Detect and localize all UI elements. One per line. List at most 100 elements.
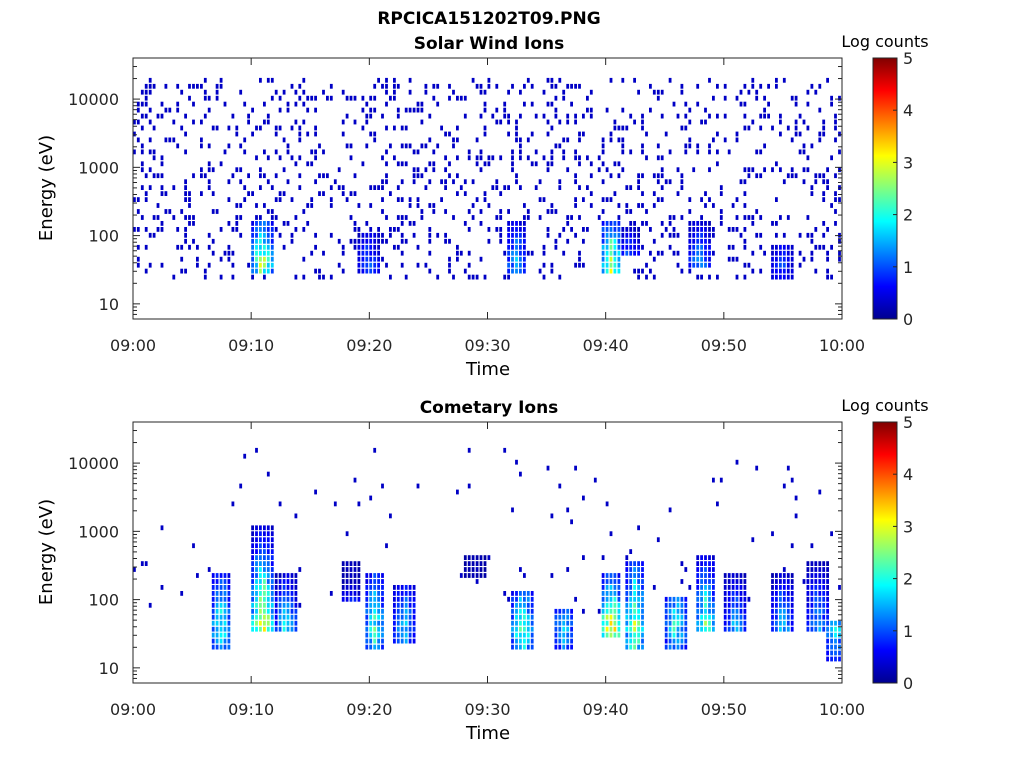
heatmap-cell <box>507 131 510 137</box>
heatmap-cell <box>574 119 577 125</box>
heatmap-cell <box>337 167 341 173</box>
heatmap-cell <box>479 89 483 95</box>
heatmap-cell <box>515 250 518 256</box>
heatmap-cell <box>404 215 408 220</box>
heatmap-cell <box>393 596 396 602</box>
heatmap-cell <box>140 125 144 131</box>
heatmap-cell <box>735 614 739 620</box>
heatmap-cell <box>782 620 786 626</box>
heatmap-cell <box>400 608 404 614</box>
heatmap-cell <box>507 185 510 190</box>
colorbar-tick-label: 3 <box>903 153 913 172</box>
heatmap-cell <box>467 561 471 566</box>
heatmap-cell <box>475 579 479 584</box>
heatmap-cell <box>822 626 826 632</box>
heatmap-cell <box>727 585 731 590</box>
heatmap-cell <box>660 197 664 202</box>
heatmap-cell <box>688 143 692 149</box>
heatmap-cell <box>601 143 605 149</box>
heatmap-cell <box>743 101 747 107</box>
heatmap-cell <box>735 602 739 608</box>
heatmap-cell <box>223 101 227 107</box>
heatmap-cell <box>609 256 613 262</box>
heatmap-cell <box>672 608 676 614</box>
heatmap-cell <box>818 608 822 614</box>
heatmap-cell <box>286 579 290 584</box>
heatmap-cell <box>211 125 215 131</box>
heatmap-cell <box>176 107 180 113</box>
heatmap-cell <box>629 591 633 596</box>
heatmap-cell <box>700 567 703 572</box>
heatmap-cell <box>704 596 707 602</box>
heatmap-cell <box>743 179 747 185</box>
heatmap-cell <box>818 585 822 590</box>
heatmap-cell <box>672 227 676 232</box>
heatmap-cell <box>235 125 239 131</box>
heatmap-cell <box>664 596 668 602</box>
heatmap-cell <box>255 215 258 220</box>
heatmap-cell <box>215 620 219 626</box>
heatmap-cell <box>735 591 739 596</box>
heatmap-cell <box>727 626 731 632</box>
heatmap-cell <box>786 620 790 626</box>
heatmap-cell <box>822 179 826 185</box>
heatmap-cell <box>798 250 802 256</box>
heatmap-cell <box>393 620 396 626</box>
heatmap-cell <box>735 131 739 137</box>
heatmap-cell <box>688 262 692 268</box>
heatmap-cell <box>676 232 680 238</box>
heatmap-cell <box>499 215 503 220</box>
heatmap-cell <box>144 244 148 250</box>
heatmap-cell <box>337 238 341 244</box>
heatmap-cell <box>542 274 546 280</box>
heatmap-cell <box>511 620 514 626</box>
heatmap-cell <box>790 579 794 584</box>
heatmap-cell <box>270 221 274 226</box>
heatmap-cell <box>192 173 195 179</box>
heatmap-cell <box>649 250 652 256</box>
heatmap-cell <box>723 614 727 620</box>
heatmap-cell <box>188 197 191 202</box>
heatmap-cell <box>826 250 829 256</box>
heatmap-cell <box>814 585 818 590</box>
heatmap-cell <box>136 256 140 262</box>
heatmap-cell <box>404 632 408 638</box>
heatmap-cell <box>810 256 814 262</box>
heatmap-cell <box>625 591 629 596</box>
heatmap-cell <box>656 143 660 149</box>
heatmap-cell <box>798 149 802 155</box>
heatmap-cell <box>357 250 361 256</box>
heatmap-cells <box>133 447 841 662</box>
heatmap-cell <box>530 638 534 644</box>
heatmap-cell <box>550 262 554 268</box>
heatmap-cell <box>747 167 751 173</box>
heatmap-cell <box>629 113 633 119</box>
heatmap-cell <box>192 543 195 549</box>
heatmap-cell <box>389 191 392 196</box>
heatmap-cell <box>412 149 416 155</box>
heatmap-cell <box>164 83 168 89</box>
heatmap-cell <box>570 614 573 620</box>
heatmap-cell <box>369 632 373 638</box>
heatmap-cell <box>263 250 266 256</box>
heatmap-cell <box>771 585 774 590</box>
heatmap-cell <box>203 268 207 274</box>
heatmap-cell <box>448 173 451 179</box>
heatmap-cell <box>605 591 609 596</box>
heatmap-cell <box>290 83 294 89</box>
y-tick-label: 100 <box>88 591 119 610</box>
heatmap-cell <box>790 573 794 578</box>
heatmap-cell <box>550 155 554 161</box>
heatmap-cell <box>298 137 302 143</box>
heatmap-cell <box>641 119 644 125</box>
heatmap-cell <box>172 119 176 125</box>
heatmap-cell <box>302 119 306 125</box>
heatmap-cell <box>570 519 573 525</box>
heatmap-cell <box>251 262 254 268</box>
heatmap-cell <box>554 238 558 244</box>
heatmap-cell <box>475 567 479 572</box>
heatmap-cell <box>219 227 223 232</box>
heatmap-cell <box>617 256 621 262</box>
heatmap-cell <box>790 626 794 632</box>
heatmap-cell <box>294 591 298 596</box>
